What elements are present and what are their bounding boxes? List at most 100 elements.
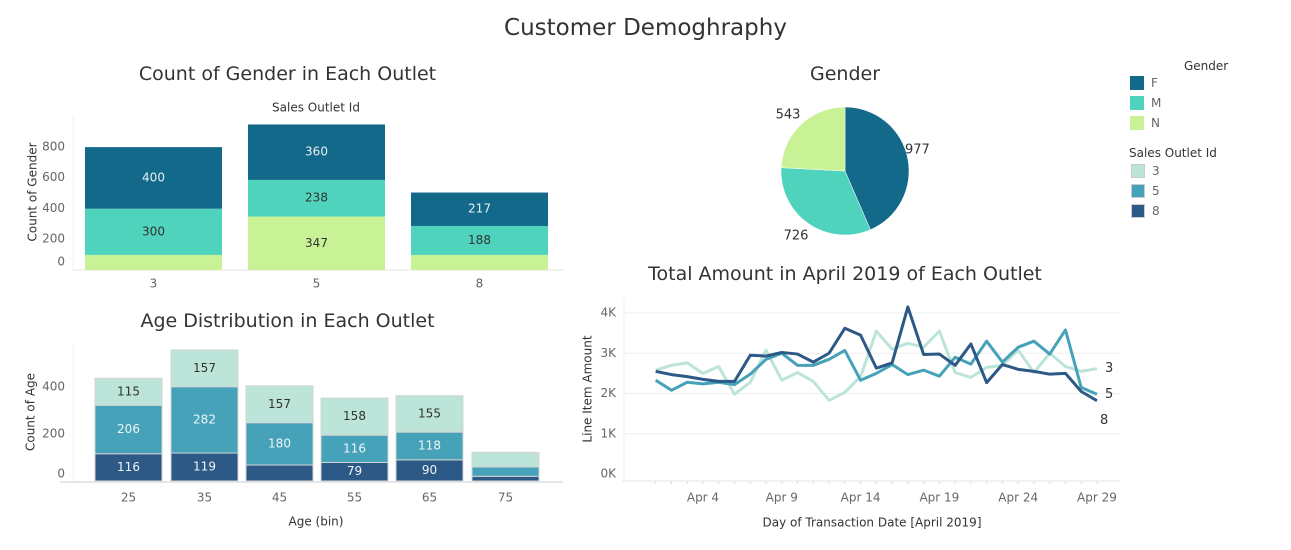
data-label: 217 xyxy=(468,202,491,216)
y-tick-label: 1K xyxy=(600,426,617,440)
bar-segment-F xyxy=(85,147,222,209)
bar-segment-5 xyxy=(471,466,540,477)
legend-item-f[interactable]: F xyxy=(1130,76,1158,90)
pie-label: 726 xyxy=(784,229,809,244)
x-tick-label: Apr 9 xyxy=(766,491,798,505)
x-tick-label: 65 xyxy=(422,491,437,505)
bar-segment-8 xyxy=(94,453,163,482)
bar-segment-M xyxy=(85,208,222,255)
data-label: 360 xyxy=(305,145,328,159)
x-tick-label: Apr 14 xyxy=(841,491,881,505)
bar-segment-3 xyxy=(320,397,389,436)
bar-segment-8 xyxy=(471,475,540,482)
bar-segment-N xyxy=(248,216,385,270)
gender-legend-title: Gender xyxy=(1184,59,1229,73)
legend-swatch xyxy=(1130,96,1144,110)
y-tick-label: 0 xyxy=(57,467,65,481)
data-label: 90 xyxy=(422,463,437,477)
line-title: Total Amount in April 2019 of Each Outle… xyxy=(648,263,1042,285)
legend-swatch xyxy=(1131,184,1145,198)
data-label: 116 xyxy=(117,460,140,474)
data-label: 180 xyxy=(268,436,291,450)
data-label: 400 xyxy=(142,170,165,184)
y-tick-label: 0 xyxy=(57,255,65,269)
pie-slice-F xyxy=(844,106,910,231)
y-axis-label: Line Item Amount xyxy=(581,335,595,442)
bar-segment-F xyxy=(248,124,385,180)
data-label: 282 xyxy=(193,412,216,426)
y-axis-label: Count of Gender xyxy=(26,142,40,241)
x-tick-label: Apr 29 xyxy=(1077,491,1117,505)
legend-item-8[interactable]: 8 xyxy=(1131,204,1160,218)
x-tick-label: 35 xyxy=(197,491,212,505)
bar-segment-N xyxy=(85,254,222,270)
bar-segment-N xyxy=(411,254,548,270)
legend-swatch xyxy=(1131,164,1145,178)
y-tick-label: 400 xyxy=(42,380,65,394)
legend-item-3[interactable]: 3 xyxy=(1131,164,1160,178)
line-end-label: 3 xyxy=(1105,361,1113,376)
bar-segment-3 xyxy=(170,349,239,388)
pie-label: 543 xyxy=(776,108,801,123)
y-tick-label: 0K xyxy=(600,467,617,481)
data-label: 157 xyxy=(193,361,216,375)
bar-segment-3 xyxy=(395,395,464,433)
x-tick-label: 3 xyxy=(150,277,158,291)
x-tick-label: 45 xyxy=(272,491,287,505)
y-tick-label: 2K xyxy=(600,386,617,400)
y-tick-label: 200 xyxy=(42,232,65,246)
x-tick-label: 5 xyxy=(313,277,321,291)
x-tick-label: 25 xyxy=(121,491,136,505)
y-tick-label: 4K xyxy=(600,306,617,320)
outlet-legend-title: Sales Outlet Id xyxy=(1129,146,1217,160)
data-label: 157 xyxy=(268,397,291,411)
bar-segment-5 xyxy=(395,431,464,461)
bar-segment-8 xyxy=(170,452,239,482)
line-end-label: 5 xyxy=(1105,387,1113,402)
x-tick-label: 8 xyxy=(476,277,484,291)
data-label: 115 xyxy=(117,384,140,398)
legend-item-5[interactable]: 5 xyxy=(1131,184,1160,198)
line-series-5 xyxy=(654,328,1098,396)
data-label: 238 xyxy=(305,191,328,205)
legend-item-n[interactable]: N xyxy=(1130,116,1160,130)
data-label: 119 xyxy=(193,460,216,474)
x-axis-label: Day of Transaction Date [April 2019] xyxy=(763,516,982,530)
x-tick-label: 75 xyxy=(498,491,513,505)
line-end-label: 8 xyxy=(1100,413,1108,428)
y-tick-label: 400 xyxy=(42,201,65,215)
data-label: 300 xyxy=(142,224,165,238)
line-series-8 xyxy=(655,305,1098,403)
legend-item-m[interactable]: M xyxy=(1130,96,1161,110)
bar-segment-5 xyxy=(94,404,163,455)
legend-swatch xyxy=(1131,204,1145,218)
x-tick-label: Apr 19 xyxy=(919,491,959,505)
data-label: 155 xyxy=(418,406,441,420)
legend-swatch xyxy=(1130,116,1144,130)
bar-segment-3 xyxy=(471,451,540,468)
age-bar-title: Age Distribution in Each Outlet xyxy=(140,310,435,332)
pie-label: 977 xyxy=(905,143,930,158)
data-label: 206 xyxy=(117,422,140,436)
bar-segment-F xyxy=(411,192,548,226)
data-label: 188 xyxy=(468,233,491,247)
bar-segment-3 xyxy=(245,385,314,424)
y-axis-label: Count of Age xyxy=(24,373,38,451)
y-tick-label: 800 xyxy=(42,139,65,153)
bar-segment-M xyxy=(248,179,385,217)
column-header: Sales Outlet Id xyxy=(272,101,360,115)
data-label: 347 xyxy=(305,236,328,250)
pie-slice-N xyxy=(780,106,846,172)
data-label: 158 xyxy=(343,409,366,423)
y-tick-label: 200 xyxy=(42,427,65,441)
bar-segment-5 xyxy=(245,422,314,466)
y-tick-label: 600 xyxy=(42,170,65,184)
gender-bar-title: Count of Gender in Each Outlet xyxy=(138,63,437,85)
x-tick-label: Apr 24 xyxy=(998,491,1038,505)
x-axis-label: Age (bin) xyxy=(289,515,344,529)
pie-title: Gender xyxy=(809,63,881,85)
x-tick-label: 55 xyxy=(347,491,362,505)
bar-segment-3 xyxy=(94,377,163,406)
y-tick-label: 3K xyxy=(600,346,617,360)
